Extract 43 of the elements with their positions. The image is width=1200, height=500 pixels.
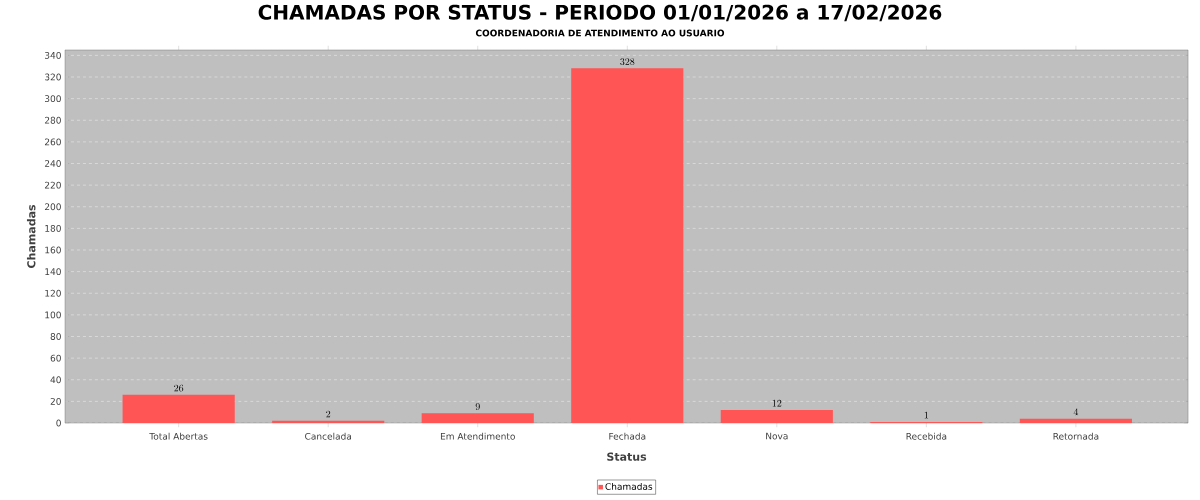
y-tick-label: 160	[45, 246, 61, 254]
bar	[272, 420, 385, 423]
y-tick-label: 180	[45, 224, 61, 232]
x-tick-label: Nova	[766, 432, 788, 440]
y-tick-label: 0	[56, 419, 61, 427]
y-axis-title: Chamadas	[26, 204, 36, 268]
bar	[571, 68, 684, 423]
y-tick-label: 260	[44, 138, 61, 146]
x-tick-label: Cancelada	[305, 432, 352, 440]
y-tick-label: 120	[45, 289, 61, 297]
bar	[1019, 418, 1132, 423]
bar	[122, 394, 235, 423]
y-tick-label: 40	[50, 376, 61, 384]
chart-title: CHAMADAS POR STATUS - PERIODO 01/01/2026 a 17/02/2026	[258, 4, 942, 22]
y-tick-label: 340	[45, 51, 61, 59]
legend-label: Chamadas	[605, 482, 653, 490]
x-tick-label: Recebida	[906, 432, 947, 440]
data-label: 1	[924, 411, 929, 419]
bar	[720, 410, 833, 423]
y-tick-label: 280	[44, 116, 61, 124]
y-tick-label: 60	[50, 354, 61, 362]
y-tick-label: 220	[44, 181, 61, 189]
y-tick-label: 300	[45, 95, 61, 103]
y-tick-label: 80	[50, 333, 61, 340]
x-tick-label: Total Abertas	[149, 432, 208, 440]
data-label: 328	[620, 58, 635, 66]
data-label: 26	[174, 384, 184, 392]
y-tick-label: 200	[44, 203, 61, 211]
x-tick-label: Fechada	[609, 432, 646, 440]
chart-subtitle: COORDENADORIA DE ATENDIMENTO AO USUARIO	[475, 29, 725, 37]
data-label: 9	[475, 403, 480, 410]
y-tick-label: 240	[44, 160, 61, 167]
data-label: 4	[1073, 408, 1079, 416]
bar	[421, 413, 534, 423]
y-tick-label: 320	[45, 73, 61, 81]
data-label: 12	[772, 399, 782, 407]
data-label: 2	[326, 410, 331, 418]
y-tick-label: 100	[45, 311, 61, 319]
x-tick-label: Em Atendimento	[440, 432, 515, 440]
y-tick-label: 20	[50, 397, 61, 405]
x-tick-label: Retornada	[1053, 432, 1099, 440]
x-axis-title: Status	[607, 452, 647, 461]
y-tick-label: 140	[45, 268, 61, 276]
